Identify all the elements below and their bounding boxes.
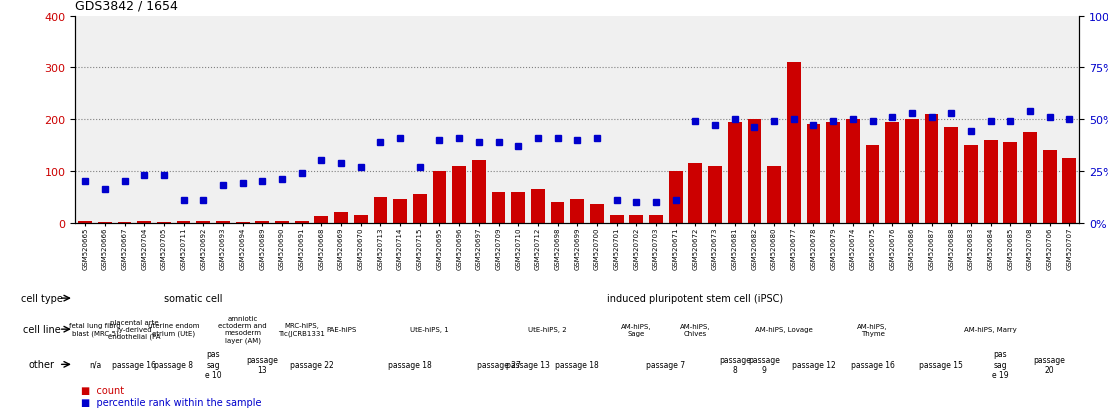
- Bar: [216, 221, 229, 223]
- Bar: [511, 192, 525, 223]
- Text: MRC-hiPS,
Tic(JCRB1331: MRC-hiPS, Tic(JCRB1331: [278, 323, 325, 336]
- Bar: [905, 120, 919, 223]
- Bar: [472, 161, 485, 223]
- Text: passage 8: passage 8: [154, 360, 193, 369]
- Text: placental arte
ry-derived
endothelial (PA: placental arte ry-derived endothelial (P…: [109, 319, 161, 339]
- Text: passage 22: passage 22: [289, 360, 334, 369]
- Bar: [964, 146, 978, 223]
- Text: uterine endom
etrium (UtE): uterine endom etrium (UtE): [148, 323, 199, 336]
- Text: AM-hiPS,
Sage: AM-hiPS, Sage: [622, 323, 652, 336]
- Text: passage 18: passage 18: [555, 360, 599, 369]
- Bar: [393, 200, 407, 223]
- Bar: [413, 195, 427, 223]
- Bar: [1004, 143, 1017, 223]
- Text: passage 18: passage 18: [388, 360, 432, 369]
- Bar: [708, 166, 722, 223]
- Bar: [807, 125, 820, 223]
- Bar: [1063, 159, 1076, 223]
- Text: passage
20: passage 20: [1034, 355, 1066, 374]
- Text: other: other: [29, 359, 54, 370]
- Text: n/a: n/a: [89, 360, 101, 369]
- Text: fetal lung fibro
blast (MRC-5): fetal lung fibro blast (MRC-5): [70, 323, 121, 336]
- Text: cell type: cell type: [21, 293, 62, 304]
- Bar: [196, 221, 211, 223]
- Text: PAE-hiPS: PAE-hiPS: [326, 326, 356, 332]
- Text: passage 27: passage 27: [476, 360, 521, 369]
- Text: passage 16: passage 16: [851, 360, 894, 369]
- Bar: [885, 122, 899, 223]
- Bar: [176, 221, 191, 223]
- Bar: [117, 222, 132, 223]
- Text: pas
sag
e 19: pas sag e 19: [992, 350, 1008, 379]
- Bar: [335, 213, 348, 223]
- Bar: [295, 221, 309, 223]
- Bar: [373, 197, 388, 223]
- Text: UtE-hiPS, 2: UtE-hiPS, 2: [529, 326, 567, 332]
- Text: passage
13: passage 13: [246, 355, 278, 374]
- Bar: [669, 171, 683, 223]
- Bar: [353, 215, 368, 223]
- Bar: [98, 222, 112, 223]
- Bar: [925, 114, 938, 223]
- Bar: [629, 215, 644, 223]
- Bar: [688, 164, 702, 223]
- Bar: [767, 166, 781, 223]
- Bar: [944, 128, 958, 223]
- Bar: [748, 120, 761, 223]
- Bar: [275, 221, 289, 223]
- Text: amniotic
ectoderm and
mesoderm
layer (AM): amniotic ectoderm and mesoderm layer (AM…: [218, 316, 267, 343]
- Text: AM-hiPS,
Thyme: AM-hiPS, Thyme: [858, 323, 888, 336]
- Bar: [865, 146, 880, 223]
- Text: cell line: cell line: [22, 324, 60, 335]
- Text: AM-hiPS,
Chives: AM-hiPS, Chives: [680, 323, 710, 336]
- Text: somatic cell: somatic cell: [164, 293, 223, 304]
- Text: induced pluripotent stem cell (iPSC): induced pluripotent stem cell (iPSC): [607, 293, 783, 304]
- Text: passage 15: passage 15: [920, 360, 963, 369]
- Text: passage 7: passage 7: [646, 360, 686, 369]
- Bar: [984, 140, 997, 223]
- Bar: [571, 200, 584, 223]
- Text: AM-hiPS, Lovage: AM-hiPS, Lovage: [755, 326, 813, 332]
- Bar: [827, 122, 840, 223]
- Bar: [551, 202, 564, 223]
- Bar: [137, 221, 151, 223]
- Bar: [649, 215, 663, 223]
- Bar: [256, 221, 269, 223]
- Text: AM-hiPS, Marry: AM-hiPS, Marry: [964, 326, 1017, 332]
- Bar: [452, 166, 466, 223]
- Text: passage 16: passage 16: [112, 360, 156, 369]
- Bar: [787, 63, 801, 223]
- Bar: [79, 221, 92, 223]
- Text: passage
8: passage 8: [719, 355, 751, 374]
- Text: UtE-hiPS, 1: UtE-hiPS, 1: [410, 326, 449, 332]
- Text: passage 13: passage 13: [506, 360, 550, 369]
- Text: GDS3842 / 1654: GDS3842 / 1654: [75, 0, 178, 12]
- Text: ■  count: ■ count: [81, 385, 124, 395]
- Bar: [1043, 151, 1057, 223]
- Bar: [728, 122, 741, 223]
- Bar: [432, 171, 447, 223]
- Bar: [315, 217, 328, 223]
- Bar: [157, 222, 171, 223]
- Bar: [531, 190, 545, 223]
- Bar: [609, 215, 624, 223]
- Text: ■  percentile rank within the sample: ■ percentile rank within the sample: [81, 396, 261, 407]
- Bar: [1023, 133, 1037, 223]
- Bar: [591, 205, 604, 223]
- Text: passage 12: passage 12: [791, 360, 835, 369]
- Bar: [492, 192, 505, 223]
- Text: passage
9: passage 9: [748, 355, 780, 374]
- Bar: [236, 222, 249, 223]
- Text: pas
sag
e 10: pas sag e 10: [205, 350, 222, 379]
- Bar: [845, 120, 860, 223]
